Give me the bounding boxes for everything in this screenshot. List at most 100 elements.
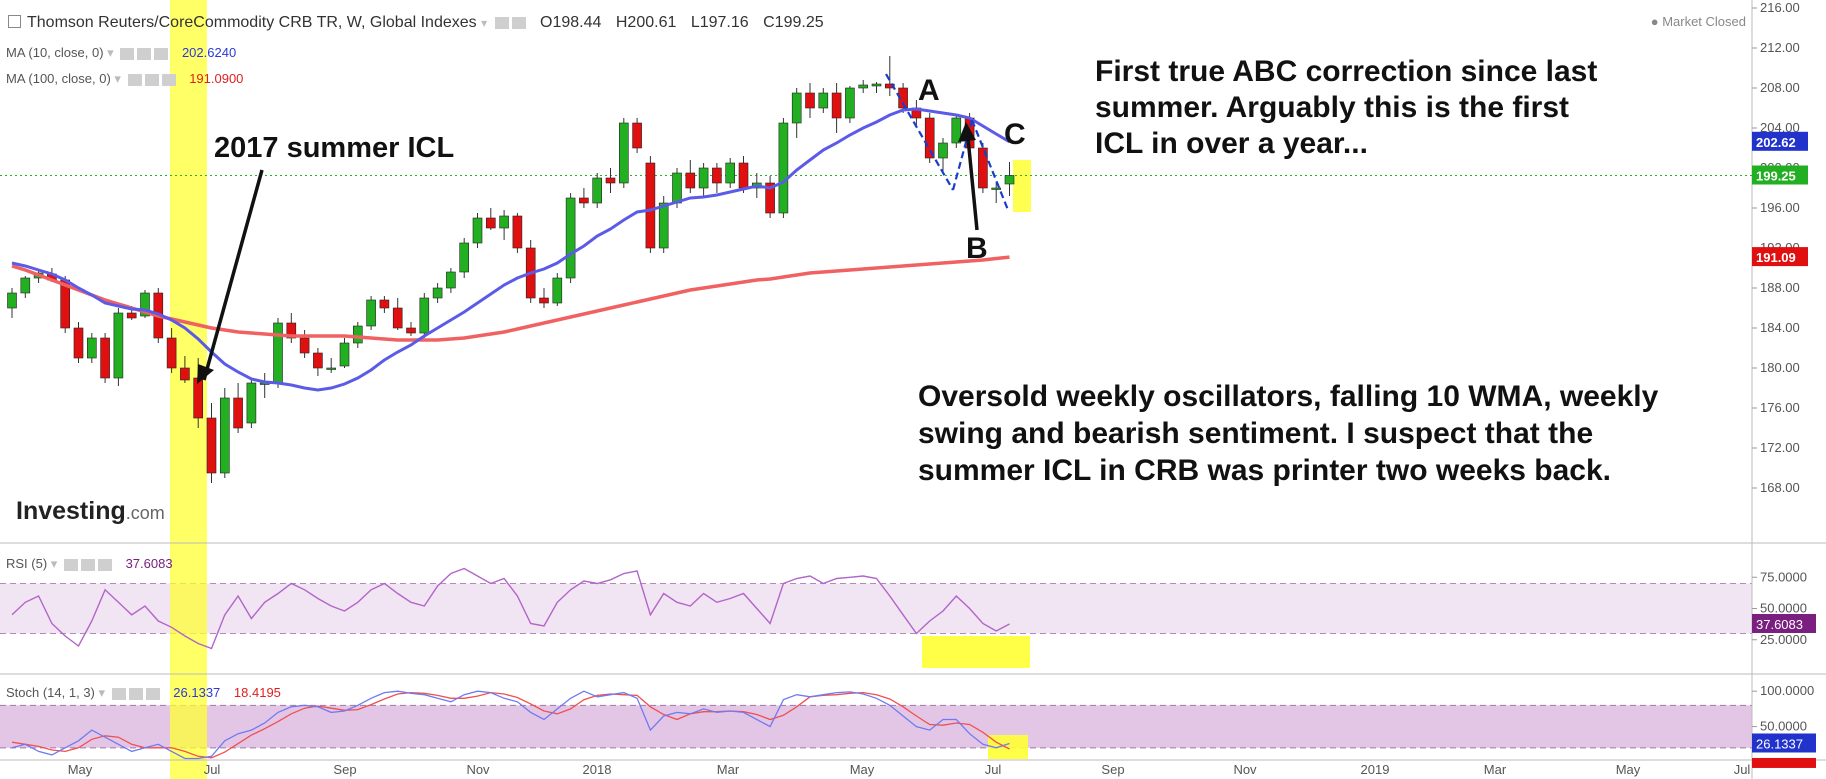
candle — [991, 187, 1002, 190]
abc-trend-line — [885, 73, 954, 191]
rsi-line — [11, 567, 1010, 650]
stoch-band — [0, 705, 1752, 748]
candle — [392, 307, 403, 329]
rsi-dropdown-icon[interactable]: ▾ — [50, 556, 58, 571]
open-value: O198.44 — [540, 14, 602, 31]
rsi-tick-label: 25.0000 — [1760, 632, 1807, 647]
candle — [180, 367, 190, 381]
candle — [712, 167, 722, 184]
candle — [87, 337, 97, 359]
rsi-tick-label: 50.0000 — [1760, 601, 1807, 616]
stoch-d-line — [11, 691, 1010, 759]
candle — [193, 377, 203, 419]
stoch-close-icon[interactable] — [145, 687, 160, 700]
chart-header: Thomson Reuters/CoreCommodity CRB TR, W,… — [8, 14, 824, 32]
candle — [313, 352, 323, 369]
ma10-settings-icon[interactable] — [137, 47, 152, 60]
candle — [246, 382, 257, 424]
candle — [605, 177, 616, 184]
visibility-icon[interactable] — [494, 16, 509, 29]
candle — [339, 342, 350, 367]
candle — [592, 177, 603, 204]
ma10-close-icon[interactable] — [154, 47, 169, 60]
rsi-close-icon[interactable] — [97, 558, 112, 571]
logo-brand: Investing — [16, 497, 126, 525]
ma100-close-icon[interactable] — [161, 73, 176, 86]
candle — [126, 312, 137, 319]
ma10-price-tag: 202.62 — [1756, 135, 1796, 150]
chart-title: Thomson Reuters/CoreCommodity CRB TR, W,… — [27, 14, 477, 31]
candle — [432, 287, 443, 299]
x-tick-label: Sep — [1101, 762, 1124, 777]
candle — [206, 417, 217, 474]
candle — [632, 122, 642, 149]
ma10-dropdown-icon[interactable]: ▾ — [107, 45, 114, 60]
rsi-visibility-icon[interactable] — [63, 558, 78, 571]
icl-arrow — [202, 169, 264, 381]
stoch-legend[interactable]: Stoch (14, 1, 3) ▾ 26.1337 18.4195 — [6, 685, 281, 701]
candle — [685, 172, 696, 189]
candle — [379, 299, 390, 309]
ma100-visibility-icon[interactable] — [127, 73, 142, 86]
x-tick-label: May — [68, 762, 93, 777]
candle — [579, 197, 589, 204]
stoch-settings-icon[interactable] — [128, 687, 143, 700]
rsi-value-tag-bg — [1752, 613, 1816, 633]
candle — [884, 83, 895, 89]
stoch-visibility-icon[interactable] — [111, 687, 126, 700]
stoch-tick-label: 50.0000 — [1760, 719, 1807, 734]
candle — [618, 122, 629, 184]
candle — [658, 202, 669, 249]
x-tick-label: Mar — [1484, 762, 1507, 777]
stoch-k-line — [11, 690, 1010, 760]
title-dropdown-icon[interactable]: ▾ — [481, 16, 488, 30]
candle — [459, 242, 470, 273]
candle — [778, 122, 789, 214]
candle — [485, 217, 496, 229]
candle — [100, 337, 110, 379]
y-tick-label: 176.00 — [1760, 400, 1800, 415]
rsi-legend[interactable]: RSI (5) ▾ 37.6083 — [6, 556, 173, 572]
x-tick-label: 2019 — [1361, 762, 1390, 777]
x-tick-label: Nov — [466, 762, 490, 777]
collapse-icon[interactable] — [8, 15, 21, 28]
ma10-visibility-icon[interactable] — [120, 47, 135, 60]
candle — [871, 83, 882, 87]
ma10-label: MA (10, close, 0) — [6, 45, 104, 60]
ma100-dropdown-icon[interactable]: ▾ — [114, 71, 121, 86]
candle — [818, 92, 829, 109]
last-price-tag-bg — [1752, 165, 1808, 185]
stoch-k-tag-bg — [1752, 733, 1816, 753]
ma10-legend[interactable]: MA (10, close, 0) ▾ 202.6240 — [6, 45, 236, 61]
candle — [805, 92, 815, 109]
candle — [565, 197, 576, 279]
candle — [725, 162, 736, 184]
b-arrow-head — [958, 122, 976, 142]
candle — [220, 397, 230, 474]
rsi-value-tag: 37.6083 — [1756, 617, 1803, 632]
y-tick-label: 180.00 — [1760, 360, 1800, 375]
candle — [539, 297, 549, 304]
rsi-settings-icon[interactable] — [80, 558, 95, 571]
rsi-tick-label: 75.0000 — [1760, 569, 1807, 584]
rsi-label: RSI (5) — [6, 556, 48, 571]
ma100-line — [11, 255, 1010, 342]
icl-arrow-head — [197, 364, 214, 384]
ma100-settings-icon[interactable] — [144, 73, 159, 86]
x-tick-label: 2018 — [583, 762, 612, 777]
x-tick-label: Sep — [333, 762, 356, 777]
candle — [299, 337, 310, 354]
candle — [326, 367, 337, 370]
ma100-legend[interactable]: MA (100, close, 0) ▾ 191.0900 — [6, 71, 243, 87]
stoch-tick-label: 100.0000 — [1760, 683, 1814, 698]
stoch-d-value: 18.4195 — [233, 685, 281, 700]
candle — [978, 147, 988, 189]
stoch-dropdown-icon[interactable]: ▾ — [98, 685, 106, 700]
annotation-2017-icl: 2017 summer ICL — [214, 132, 455, 164]
x-tick-label: Jul — [204, 762, 221, 777]
settings-icon[interactable] — [511, 16, 526, 29]
candle — [845, 87, 855, 119]
ma100-label: MA (100, close, 0) — [6, 71, 111, 86]
rsi-value: 37.6083 — [125, 556, 173, 571]
y-tick-label: 188.00 — [1760, 280, 1800, 295]
